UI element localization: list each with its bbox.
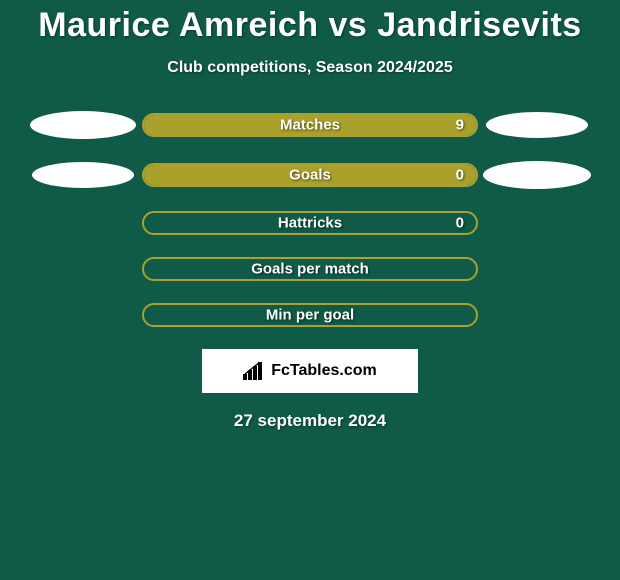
subtitle: Club competitions, Season 2024/2025 bbox=[0, 59, 620, 77]
bar-outline: Goals 0 bbox=[142, 163, 478, 187]
bar-outline: Goals per match bbox=[142, 257, 478, 281]
stat-row: Matches 9 bbox=[0, 111, 620, 139]
stat-bar: Goals 0 bbox=[142, 163, 478, 187]
chart-icon bbox=[243, 362, 265, 380]
stat-label: Matches bbox=[280, 117, 340, 134]
stat-row: Goals 0 bbox=[0, 161, 620, 189]
comparison-infographic: Maurice Amreich vs Jandrisevits Club com… bbox=[0, 0, 620, 580]
brand-box: FcTables.com bbox=[202, 349, 418, 393]
stat-label: Min per goal bbox=[266, 307, 354, 324]
stat-label: Goals bbox=[289, 167, 331, 184]
stat-bar: Hattricks 0 bbox=[142, 211, 478, 235]
stat-value: 0 bbox=[456, 167, 464, 184]
stat-row: Hattricks 0 bbox=[0, 211, 620, 235]
stat-label: Goals per match bbox=[251, 261, 369, 278]
stat-row: Goals per match bbox=[0, 257, 620, 281]
brand-text: FcTables.com bbox=[271, 362, 377, 380]
bar-outline: Min per goal bbox=[142, 303, 478, 327]
right-marker-ellipse bbox=[483, 161, 591, 189]
left-marker-slot bbox=[24, 162, 142, 188]
bar-outline: Matches 9 bbox=[142, 113, 478, 137]
stat-label: Hattricks bbox=[278, 215, 342, 232]
right-marker-slot bbox=[478, 112, 596, 138]
left-marker-slot bbox=[24, 111, 142, 139]
page-title: Maurice Amreich vs Jandrisevits bbox=[0, 6, 620, 45]
stat-bar: Goals per match bbox=[142, 257, 478, 281]
stat-bar: Min per goal bbox=[142, 303, 478, 327]
left-marker-ellipse bbox=[30, 111, 136, 139]
stats-rows: Matches 9 Goals 0 Hattricks 0 Goals per match M… bbox=[0, 111, 620, 327]
stat-value: 0 bbox=[456, 215, 464, 232]
right-marker-slot bbox=[478, 161, 596, 189]
stat-bar: Matches 9 bbox=[142, 113, 478, 137]
date-text: 27 september 2024 bbox=[0, 411, 620, 431]
stat-value: 9 bbox=[456, 117, 464, 134]
left-marker-ellipse bbox=[32, 162, 134, 188]
right-marker-ellipse bbox=[486, 112, 588, 138]
bar-outline: Hattricks 0 bbox=[142, 211, 478, 235]
stat-row: Min per goal bbox=[0, 303, 620, 327]
